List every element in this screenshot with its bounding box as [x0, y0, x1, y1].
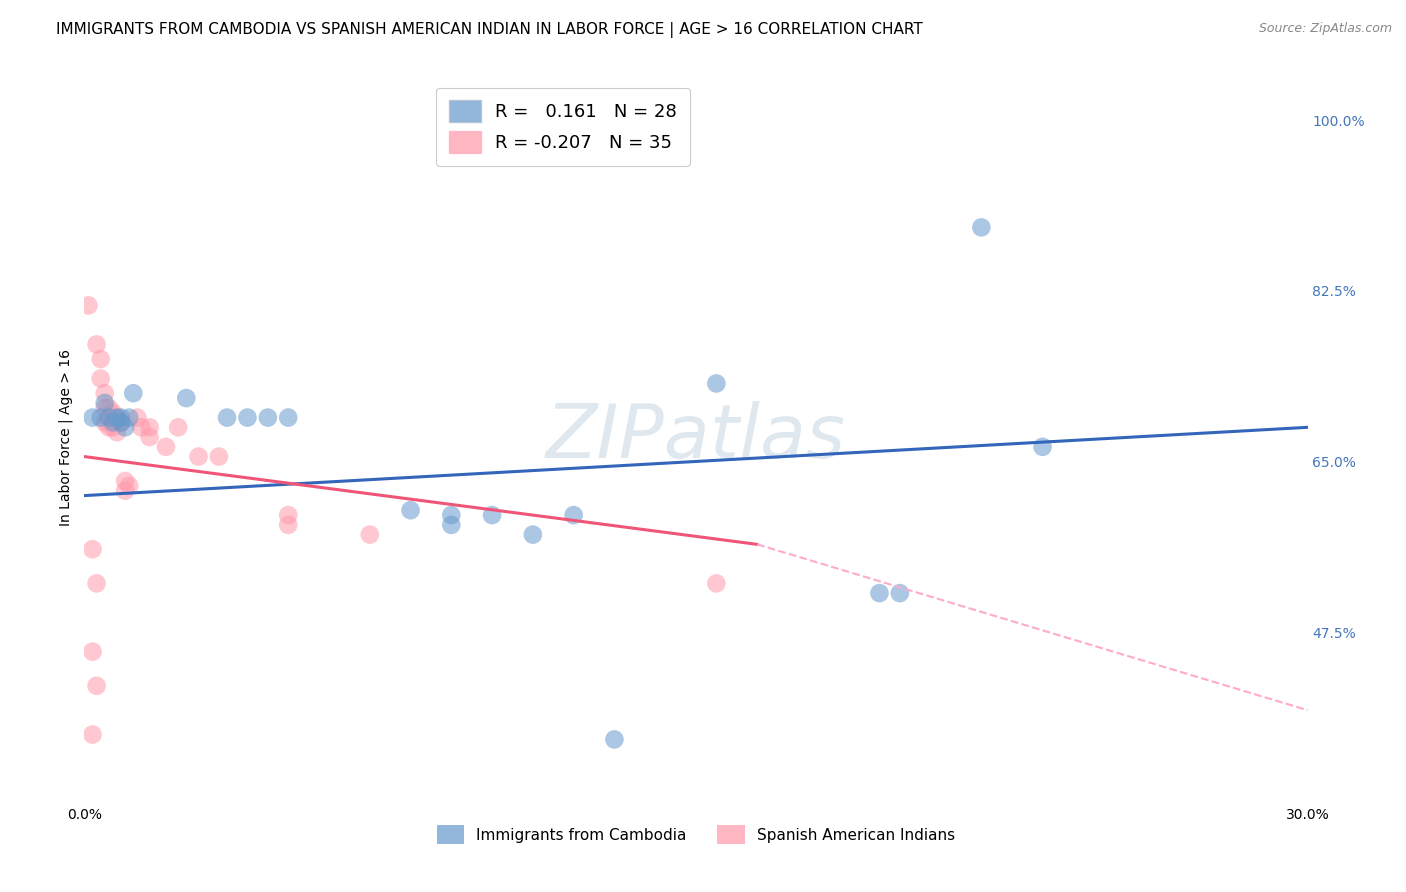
Point — [105, 410, 128, 425]
Point — [105, 410, 128, 425]
Point — [114, 420, 136, 434]
Point — [359, 527, 381, 541]
Point — [82, 645, 104, 659]
Point — [105, 425, 128, 440]
Point — [138, 420, 160, 434]
Text: ZIPatlas: ZIPatlas — [546, 401, 846, 473]
Text: IMMIGRANTS FROM CAMBODIA VS SPANISH AMERICAN INDIAN IN LABOR FORCE | AGE > 16 CO: IMMIGRANTS FROM CAMBODIA VS SPANISH AMER… — [56, 22, 922, 38]
Point — [440, 517, 463, 532]
Point — [131, 420, 153, 434]
Point — [97, 420, 120, 434]
Point — [118, 410, 141, 425]
Point — [277, 410, 299, 425]
Point — [86, 337, 108, 351]
Point — [155, 440, 177, 454]
Point — [869, 586, 891, 600]
Legend: Immigrants from Cambodia, Spanish American Indians: Immigrants from Cambodia, Spanish Americ… — [430, 819, 962, 850]
Point — [110, 410, 132, 425]
Point — [93, 401, 115, 415]
Text: Source: ZipAtlas.com: Source: ZipAtlas.com — [1258, 22, 1392, 36]
Point — [90, 352, 112, 367]
Point — [110, 416, 132, 430]
Point — [114, 474, 136, 488]
Point — [110, 416, 132, 430]
Point — [90, 410, 112, 425]
Point — [706, 376, 728, 391]
Point — [187, 450, 209, 464]
Point — [174, 391, 197, 405]
Point — [82, 727, 104, 741]
Point — [82, 542, 104, 557]
Point — [122, 386, 145, 401]
Y-axis label: In Labor Force | Age > 16: In Labor Force | Age > 16 — [59, 349, 73, 525]
Point — [97, 410, 120, 425]
Point — [236, 410, 259, 425]
Point — [603, 732, 626, 747]
Point — [257, 410, 280, 425]
Point — [90, 371, 112, 385]
Point — [93, 386, 115, 401]
Point — [167, 420, 190, 434]
Point — [93, 396, 115, 410]
Point — [970, 220, 993, 235]
Point — [562, 508, 585, 522]
Point — [93, 416, 115, 430]
Point — [114, 483, 136, 498]
Point — [101, 406, 124, 420]
Point — [77, 298, 100, 312]
Point — [1032, 440, 1054, 454]
Point — [97, 410, 120, 425]
Point — [522, 527, 544, 541]
Point — [208, 450, 231, 464]
Point — [82, 410, 104, 425]
Point — [481, 508, 503, 522]
Point — [118, 479, 141, 493]
Point — [127, 410, 149, 425]
Point — [138, 430, 160, 444]
Point — [399, 503, 422, 517]
Point — [277, 508, 299, 522]
Point — [86, 679, 108, 693]
Point — [86, 576, 108, 591]
Point — [277, 517, 299, 532]
Point — [706, 576, 728, 591]
Point — [217, 410, 239, 425]
Point — [97, 401, 120, 415]
Point — [440, 508, 463, 522]
Point — [101, 416, 124, 430]
Point — [101, 420, 124, 434]
Point — [889, 586, 911, 600]
